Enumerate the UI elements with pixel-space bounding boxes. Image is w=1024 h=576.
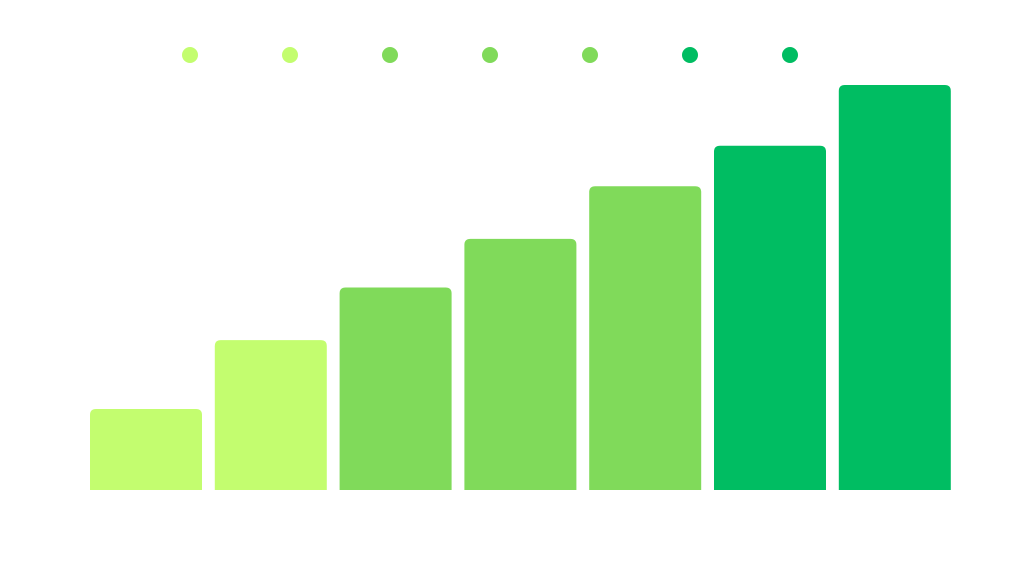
bar — [90, 409, 202, 490]
bar — [714, 145, 826, 490]
indicator-dot — [582, 47, 598, 63]
bar — [589, 186, 702, 490]
bar — [339, 287, 452, 490]
indicator-dot — [782, 47, 798, 63]
indicator-dot — [282, 47, 298, 63]
indicator-dot — [682, 47, 698, 63]
bar — [838, 85, 951, 490]
indicator-dot — [182, 47, 198, 63]
indicator-dot — [482, 47, 498, 63]
indicator-dot — [382, 47, 398, 63]
bar — [214, 340, 327, 490]
bar — [464, 238, 577, 490]
